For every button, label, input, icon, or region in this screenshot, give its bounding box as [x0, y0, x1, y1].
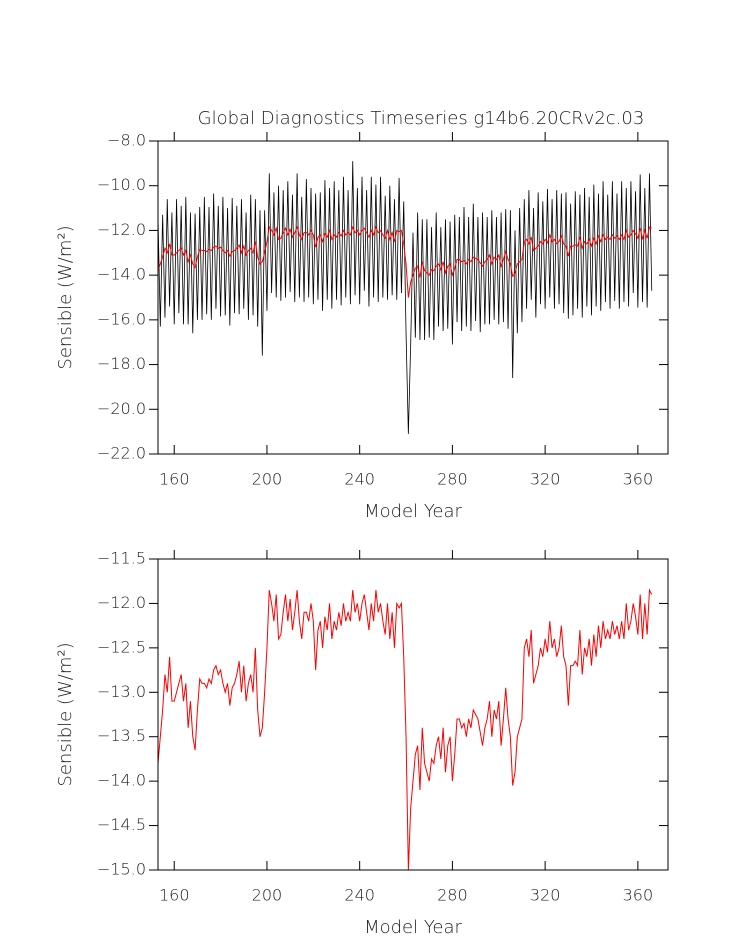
data-line — [157, 588, 653, 871]
y-tick-label: −13.0 — [97, 682, 146, 701]
plot-frame — [157, 558, 669, 871]
y-tick-label: −14.0 — [97, 265, 146, 284]
y-tick-label: −12.0 — [97, 220, 146, 239]
data-line — [157, 225, 652, 298]
x-tick-label: 240 — [344, 470, 375, 489]
x-tick-label: 200 — [252, 470, 283, 489]
y-tick-label: −12.0 — [97, 593, 146, 612]
x-tick-label: 320 — [530, 886, 561, 905]
y-axis-label: Sensible (W/m²) — [55, 642, 76, 786]
y-tick-label: −12.5 — [97, 637, 146, 656]
y-tick-label: −8.0 — [107, 131, 146, 150]
x-tick-label: 280 — [437, 886, 468, 905]
plot-area — [157, 588, 653, 871]
y-axis-label: Sensible (W/m²) — [55, 225, 76, 369]
y-tick-label: −16.0 — [97, 309, 146, 328]
y-tick-label: −11.5 — [97, 549, 146, 568]
x-axis-label: Model Year — [364, 501, 462, 522]
x-tick-label: 160 — [159, 470, 190, 489]
x-tick-label: 360 — [623, 886, 654, 905]
plot-frame — [157, 140, 669, 455]
y-tick-label: −13.5 — [97, 726, 146, 745]
y-tick-label: −18.0 — [97, 354, 146, 373]
y-tick-label: −10.0 — [97, 175, 146, 194]
x-tick-label: 360 — [623, 470, 654, 489]
y-tick-label: −20.0 — [97, 399, 146, 418]
x-tick-label: 200 — [252, 886, 283, 905]
y-tick-label: −14.5 — [97, 815, 146, 834]
x-tick-label: 240 — [344, 886, 375, 905]
x-tick-label: 280 — [437, 470, 468, 489]
data-line — [157, 161, 653, 434]
x-axis-label: Model Year — [364, 917, 462, 938]
y-tick-label: −15.0 — [97, 860, 146, 879]
y-tick-label: −14.0 — [97, 771, 146, 790]
plot-area — [157, 161, 653, 434]
x-tick-label: 320 — [530, 470, 561, 489]
y-tick-label: −22.0 — [97, 444, 146, 463]
x-tick-label: 160 — [159, 886, 190, 905]
chart-title: Global Diagnostics Timeseries g14b6.20CR… — [198, 108, 645, 129]
